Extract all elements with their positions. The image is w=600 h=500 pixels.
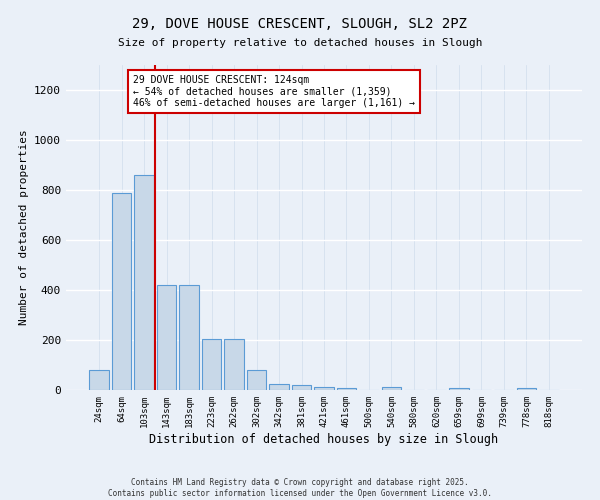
Bar [449,388,469,390]
X-axis label: Distribution of detached houses by size in Slough: Distribution of detached houses by size … [149,432,499,446]
Text: 29, DOVE HOUSE CRESCENT, SLOUGH, SL2 2PZ: 29, DOVE HOUSE CRESCENT, SLOUGH, SL2 2PZ [133,18,467,32]
Bar [224,339,244,390]
Bar [247,370,266,390]
Bar [337,388,356,390]
Y-axis label: Number of detached properties: Number of detached properties [19,130,29,326]
Bar [112,192,131,390]
Bar [382,387,401,390]
Bar [202,339,221,390]
Bar [314,387,334,390]
Bar [179,285,199,390]
Text: Contains HM Land Registry data © Crown copyright and database right 2025.
Contai: Contains HM Land Registry data © Crown c… [108,478,492,498]
Text: Size of property relative to detached houses in Slough: Size of property relative to detached ho… [118,38,482,48]
Bar [269,384,289,390]
Bar [517,388,536,390]
Bar [89,370,109,390]
Bar [157,285,176,390]
Text: 29 DOVE HOUSE CRESCENT: 124sqm
← 54% of detached houses are smaller (1,359)
46% : 29 DOVE HOUSE CRESCENT: 124sqm ← 54% of … [133,74,415,108]
Bar [134,175,154,390]
Bar [292,385,311,390]
